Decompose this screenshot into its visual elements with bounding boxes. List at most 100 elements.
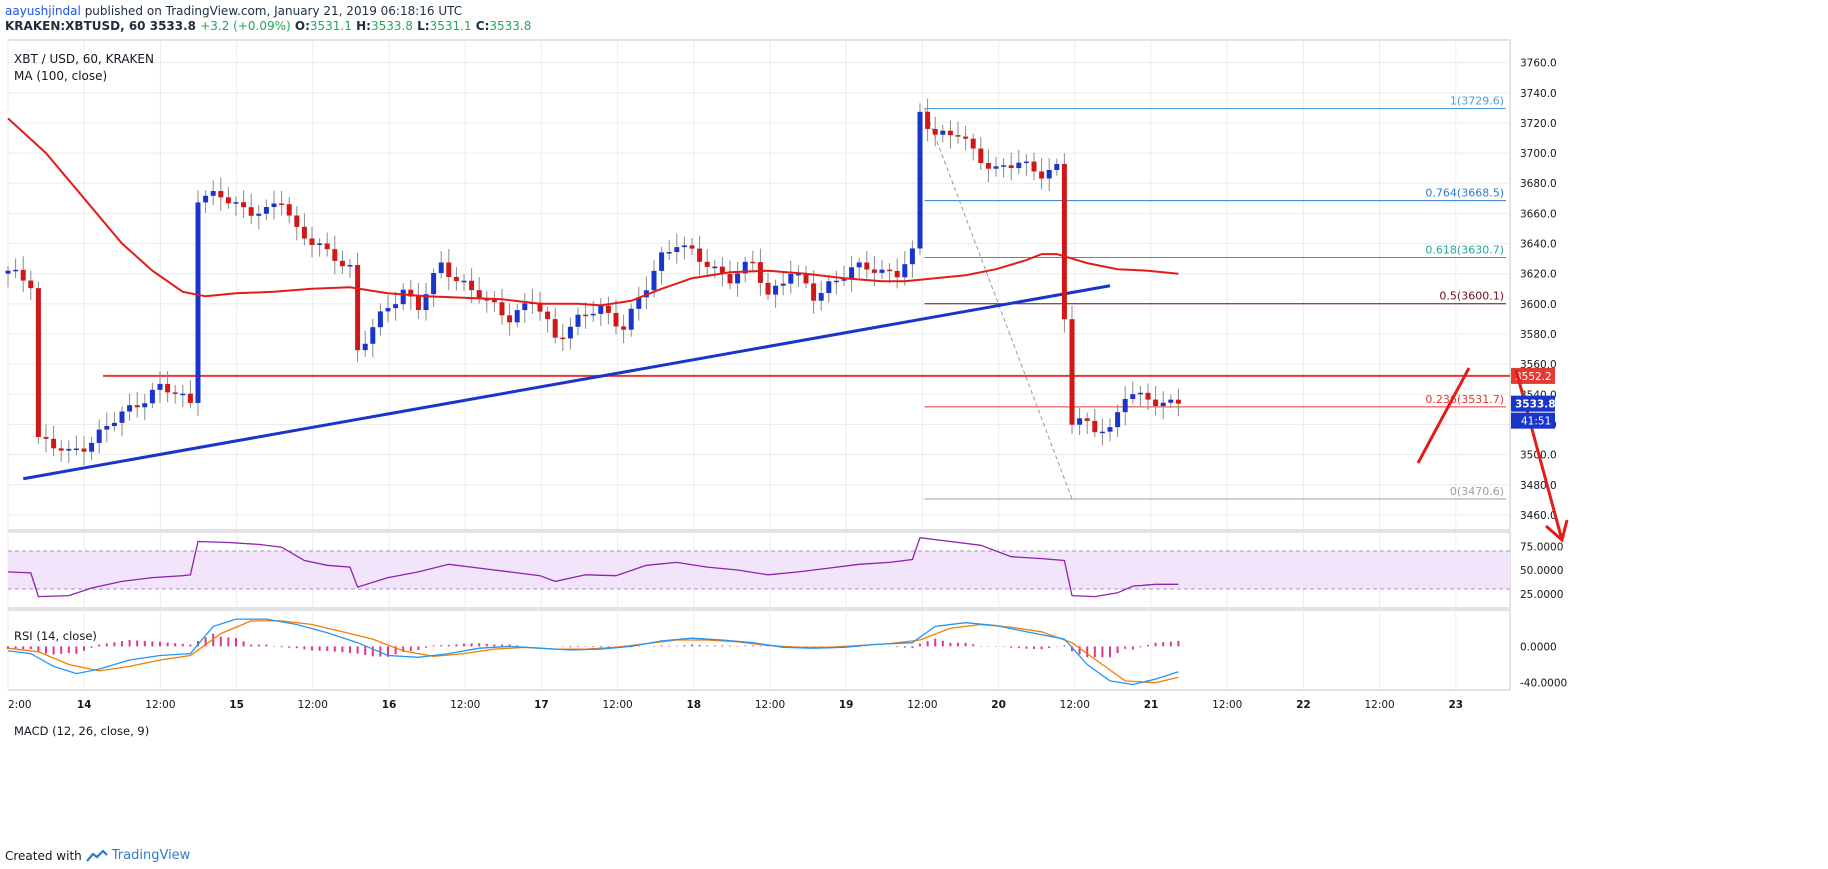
candle-body xyxy=(932,128,938,135)
candle-body xyxy=(765,282,771,295)
candle-body xyxy=(157,383,163,390)
candle-body xyxy=(58,448,64,451)
candle-body xyxy=(659,252,665,271)
published-text: published on TradingView.com, January 21… xyxy=(84,4,463,18)
candle-body xyxy=(1092,420,1098,433)
x-tick-label: 15 xyxy=(229,699,244,711)
candle-body xyxy=(271,203,277,208)
y-tick-label: 3640.0 xyxy=(1520,239,1557,251)
candle-body xyxy=(96,429,102,443)
close-value: 3533.8 xyxy=(489,19,532,33)
candle-body xyxy=(301,226,307,239)
candle-body xyxy=(811,283,817,301)
candle-body xyxy=(773,285,779,295)
candle-body xyxy=(446,262,452,277)
candle-body xyxy=(1099,431,1105,434)
candle-body xyxy=(81,448,87,452)
candle-body xyxy=(66,448,72,451)
candle-body xyxy=(134,405,140,408)
high-value: 3533.8 xyxy=(370,19,413,33)
y-tick-label: 3680.0 xyxy=(1520,178,1557,190)
candle-body xyxy=(279,203,285,205)
candle-body xyxy=(841,279,847,281)
candle-body xyxy=(1137,392,1143,395)
candle-body xyxy=(142,403,148,408)
candle-body xyxy=(43,436,49,439)
candle-body xyxy=(89,442,95,452)
candle-body xyxy=(317,243,323,245)
candle-body xyxy=(605,305,611,313)
candle-body xyxy=(681,245,687,248)
candle-body xyxy=(1115,412,1121,428)
open-value: 3531.1 xyxy=(309,19,352,33)
y-tick-label: 3720.0 xyxy=(1520,118,1557,130)
x-tick-label: 23 xyxy=(1448,699,1463,711)
trendline xyxy=(22,284,1111,481)
author-link[interactable]: aayushjindal xyxy=(5,4,81,18)
candle-body xyxy=(522,303,528,311)
candle-body xyxy=(514,310,520,323)
candle-body xyxy=(355,264,361,351)
candle-body xyxy=(537,302,543,312)
x-tick-label: 20 xyxy=(991,699,1006,711)
x-tick-label: 16 xyxy=(382,699,397,711)
candle-body xyxy=(180,393,186,396)
tradingview-brand[interactable]: TradingView xyxy=(111,848,191,863)
candle-body xyxy=(552,319,558,338)
candle-body xyxy=(1160,402,1166,406)
last-price-text: 3533.8 xyxy=(149,19,197,33)
chart-header-line-1: aayushjindal published on TradingView.co… xyxy=(5,4,462,18)
candle-body xyxy=(567,326,573,339)
x-tick-label: 12:00 xyxy=(1364,699,1394,711)
candle-body xyxy=(985,162,991,169)
last-price-label: 3533.8 xyxy=(1515,399,1556,411)
candle-body xyxy=(400,289,406,305)
y-tick-label: 3760.0 xyxy=(1520,58,1557,70)
fib-level-label: 0.236(3531.7) xyxy=(1425,393,1504,406)
candle-body xyxy=(172,392,178,394)
main-chart-title: XBT / USD, 60, KRAKEN xyxy=(14,52,154,66)
candle-body xyxy=(864,262,870,270)
candle-body xyxy=(393,304,399,309)
candle-body xyxy=(917,111,923,249)
candle-body xyxy=(408,289,414,297)
candle-body xyxy=(218,191,224,198)
candle-body xyxy=(1023,161,1029,164)
candle-body xyxy=(423,294,429,311)
x-tick-label: 14 xyxy=(77,699,92,711)
candle-body xyxy=(925,111,931,129)
candle-body xyxy=(165,383,171,393)
macd-line xyxy=(7,618,1179,686)
countdown-tag xyxy=(1511,412,1555,429)
candle-body xyxy=(461,280,467,283)
candle-body xyxy=(241,202,247,208)
candle-body xyxy=(818,293,824,301)
candle-body xyxy=(195,202,201,403)
y-tick-label: 3620.0 xyxy=(1520,269,1557,281)
candle-body xyxy=(993,166,999,169)
resistance-price-label: 3552.2 xyxy=(1515,371,1552,383)
candle-body xyxy=(225,197,231,204)
candle-body xyxy=(119,411,125,423)
x-tick-label: 12:00 xyxy=(1212,699,1242,711)
y-tick-label: 3660.0 xyxy=(1520,208,1557,220)
macd-y-tick-label: -40.0000 xyxy=(1520,678,1567,690)
candle-body xyxy=(35,288,41,437)
candle-body xyxy=(1046,169,1052,179)
candle-body xyxy=(1175,399,1181,404)
ma100-line xyxy=(7,117,1179,307)
candle-body xyxy=(507,315,513,323)
candle-body xyxy=(826,281,832,294)
candle-body xyxy=(324,243,330,250)
candle-body xyxy=(902,264,908,278)
candle-body xyxy=(963,136,969,139)
candle-body xyxy=(940,130,946,135)
ma-indicator-label: MA (100, close) xyxy=(14,69,107,83)
panel-frame-3 xyxy=(7,609,1511,691)
candle-body xyxy=(111,422,117,427)
candle-body xyxy=(469,280,475,291)
fib-level-label: 0.618(3630.7) xyxy=(1425,244,1504,257)
candle-body xyxy=(849,267,855,280)
candle-body xyxy=(719,266,725,275)
